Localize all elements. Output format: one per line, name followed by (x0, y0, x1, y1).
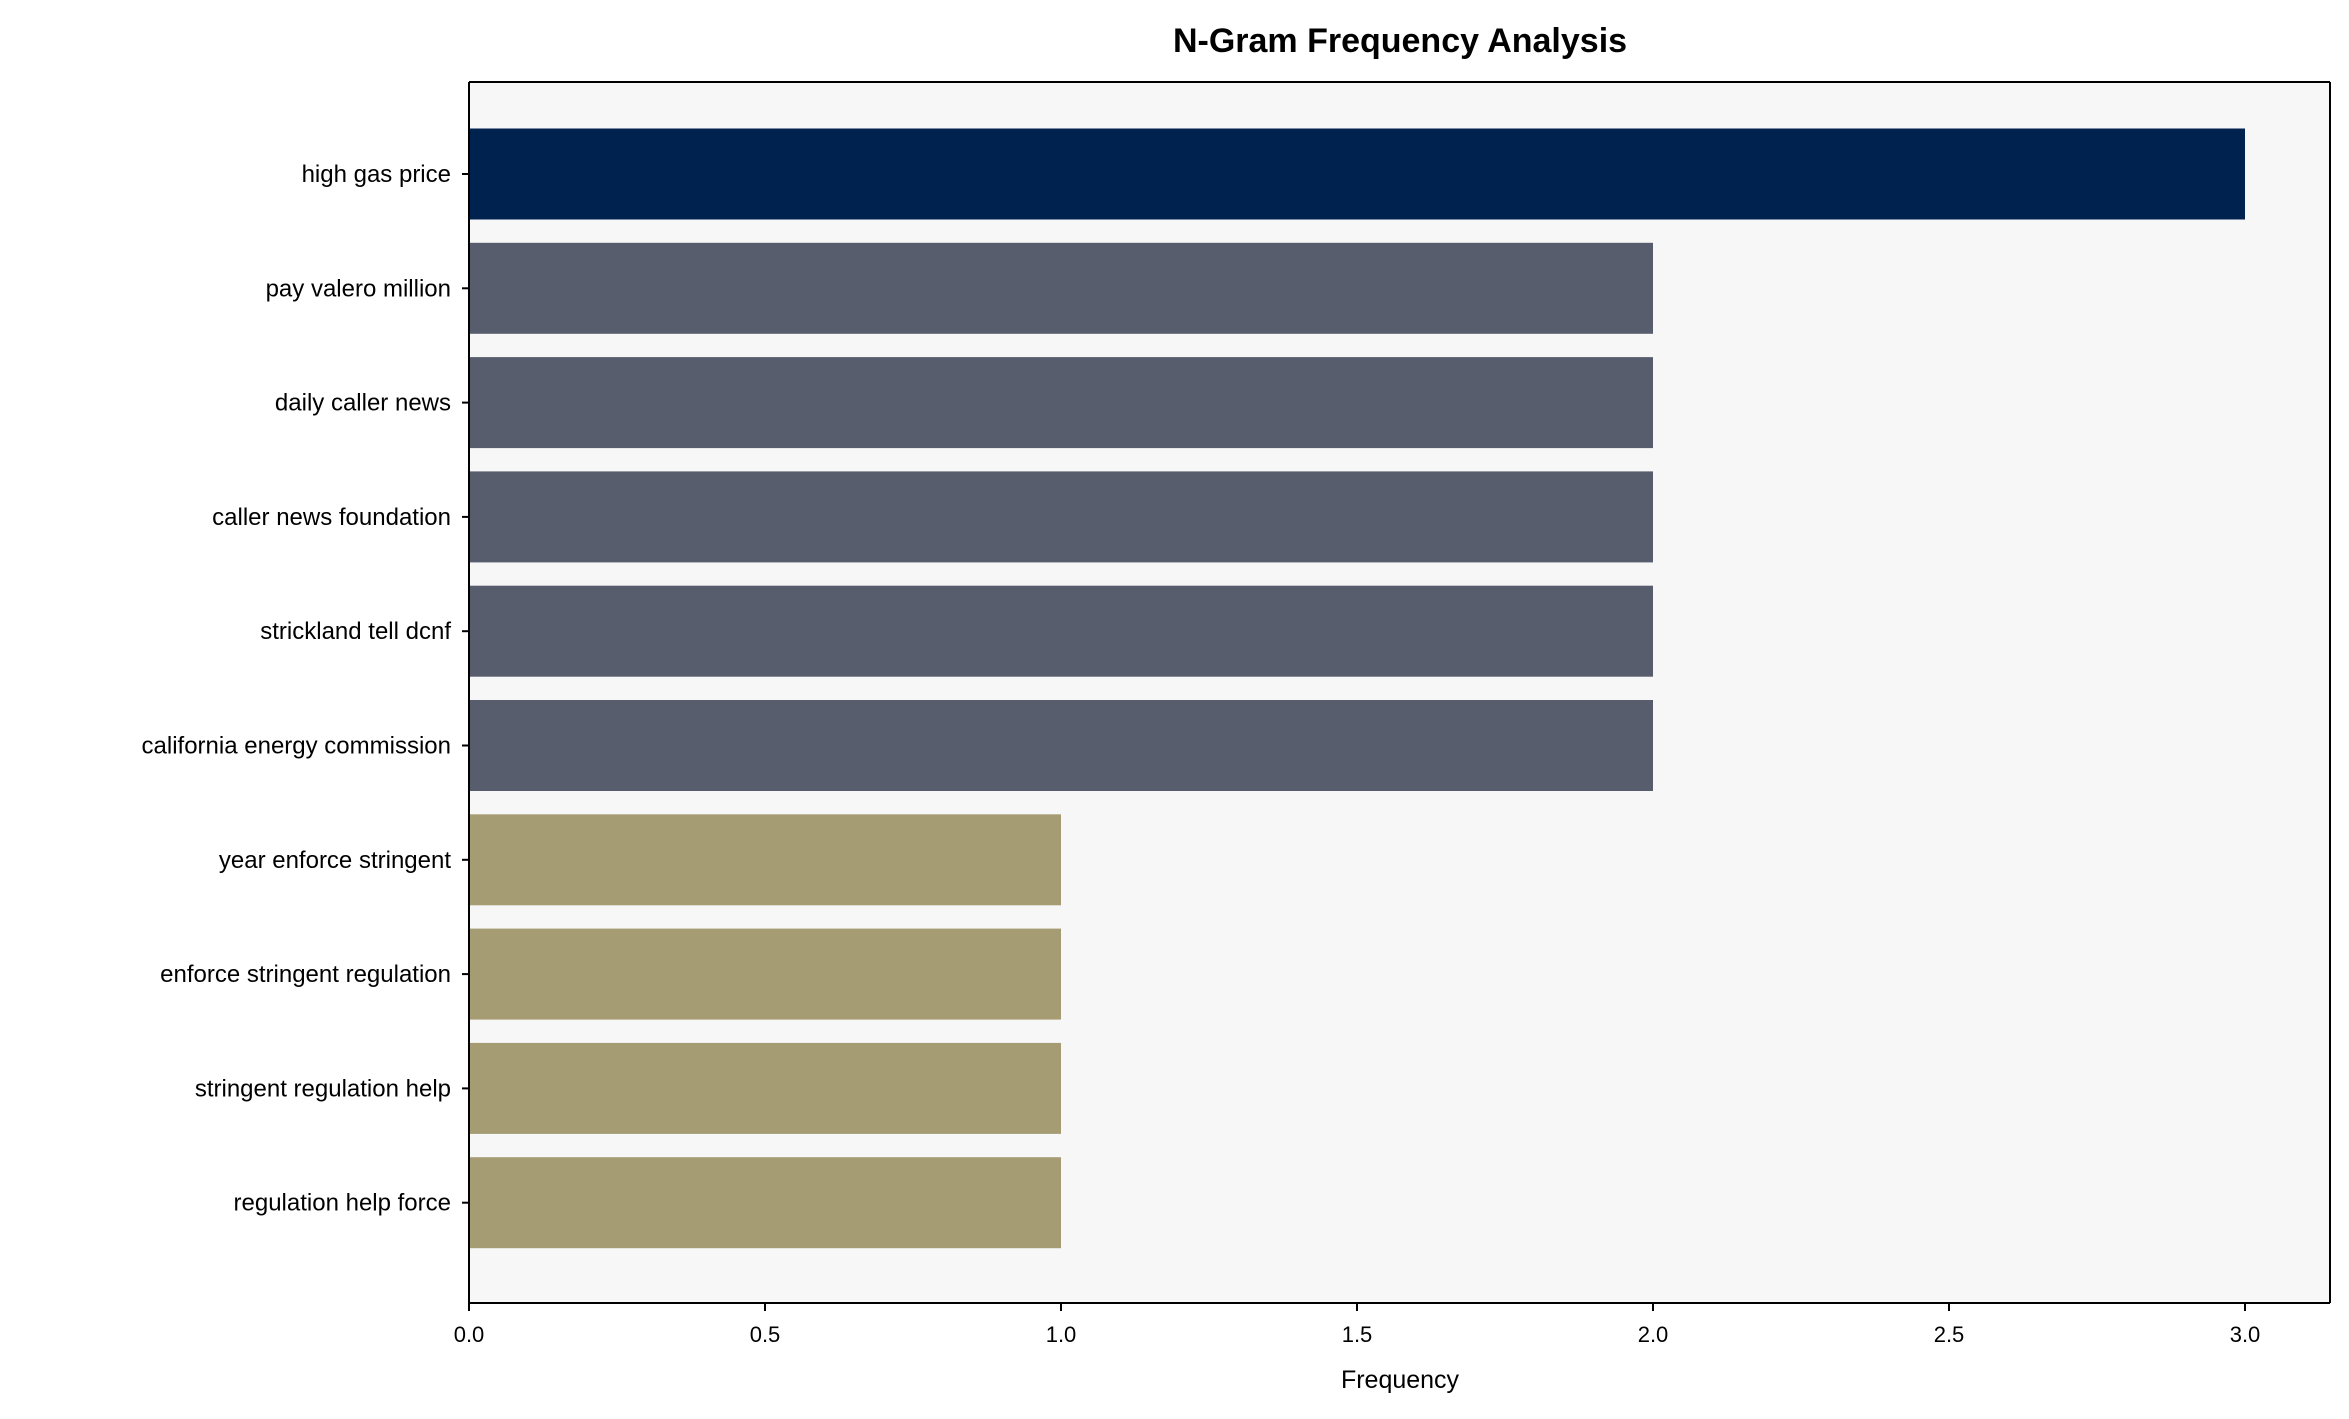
y-tick-label: california energy commission (142, 733, 451, 760)
bar (469, 585, 1653, 677)
x-tick-label: 2.0 (1638, 1322, 1669, 1347)
x-tick-label: 3.0 (2230, 1322, 2261, 1347)
x-tick-label: 0.5 (750, 1322, 781, 1347)
bar (469, 700, 1653, 791)
x-tick-label: 0.0 (454, 1322, 485, 1347)
chart-title: N-Gram Frequency Analysis (1173, 22, 1627, 60)
x-tick-label: 1.0 (1046, 1322, 1077, 1347)
bar (469, 1157, 1061, 1249)
y-tick-label: high gas price (302, 161, 451, 188)
bar (469, 128, 2245, 220)
bar (469, 814, 1061, 906)
y-tick-label: enforce stringent regulation (160, 961, 451, 988)
bar (469, 242, 1653, 334)
bar (469, 1042, 1061, 1134)
y-tick-label: caller news foundation (212, 504, 451, 531)
y-tick-label: stringent regulation help (195, 1075, 451, 1102)
bar (469, 928, 1061, 1020)
y-tick-label: pay valero million (266, 275, 451, 302)
x-axis-label: Frequency (1341, 1366, 1460, 1394)
y-tick-label: year enforce stringent (219, 847, 451, 874)
y-tick-label: strickland tell dcnf (260, 618, 451, 645)
y-tick-label: regulation help force (234, 1190, 451, 1217)
x-tick-label: 2.5 (1934, 1322, 1965, 1347)
bar (469, 471, 1653, 563)
x-tick-label: 1.5 (1342, 1322, 1373, 1347)
bar (469, 357, 1653, 449)
y-tick-label: daily caller news (275, 390, 451, 417)
